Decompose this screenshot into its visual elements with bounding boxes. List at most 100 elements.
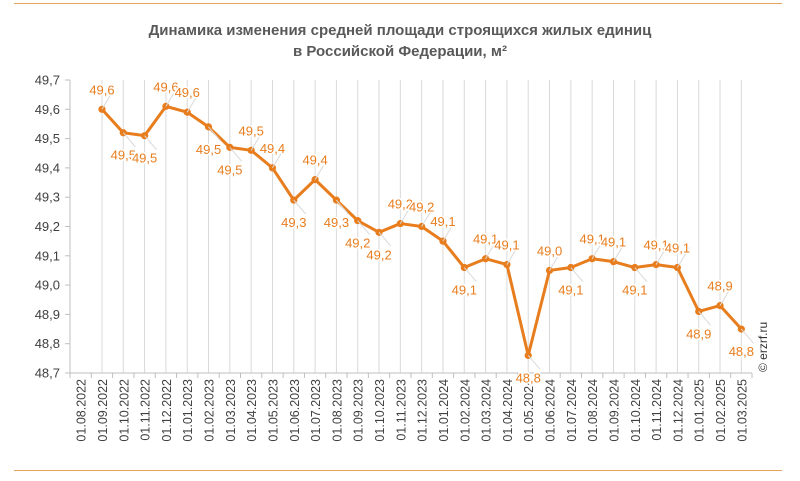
- data-label: 49,1: [452, 283, 477, 298]
- y-tick-label: 48,8: [35, 336, 60, 351]
- data-label: 49,1: [494, 238, 519, 253]
- data-label-leader: [229, 147, 243, 162]
- data-label: 49,2: [366, 247, 391, 262]
- x-tick-label: 01.03.2024: [480, 379, 494, 442]
- data-label-leader: [506, 244, 520, 265]
- data-label: 49,4: [302, 153, 327, 168]
- x-tick-label: 01.09.2024: [607, 379, 621, 442]
- x-tick-label: 01.03.2025: [735, 379, 749, 442]
- data-label: 49,1: [580, 232, 605, 247]
- data-label-leader: [122, 132, 136, 148]
- x-tick-label: 01.02.2025: [714, 379, 728, 442]
- data-label: 49,1: [601, 235, 626, 250]
- copyright-watermark: © erzrf.ru: [756, 321, 770, 372]
- data-label-leader: [272, 147, 285, 169]
- data-label-leader: [740, 328, 754, 344]
- x-tick-label: 01.12.2023: [416, 379, 430, 442]
- x-tick-label: 01.10.2024: [629, 379, 643, 442]
- data-label: 49,1: [665, 241, 690, 256]
- x-tick-label: 01.02.2023: [203, 379, 217, 442]
- x-tick-label: 01.12.2024: [671, 379, 685, 442]
- x-tick-label: 01.01.2025: [693, 379, 707, 442]
- data-label: 49,5: [111, 148, 136, 163]
- data-label: 49,0: [537, 243, 562, 258]
- data-label-leader: [549, 250, 562, 271]
- data-label: 48,8: [516, 370, 541, 385]
- data-label: 49,6: [175, 85, 200, 100]
- data-label: 49,1: [430, 214, 455, 229]
- data-label-leader: [570, 267, 584, 282]
- data-label: 49,1: [643, 238, 668, 253]
- data-label: 49,4: [260, 141, 285, 156]
- x-tick-label: 01.08.2023: [330, 379, 344, 442]
- data-label-leader: [591, 238, 605, 259]
- x-tick-label: 01.07.2024: [565, 379, 579, 442]
- data-label-leader: [613, 241, 626, 262]
- x-tick-label: 01.06.2023: [288, 379, 302, 442]
- data-label-leader: [719, 285, 733, 306]
- x-tick-label: 01.09.2023: [352, 379, 366, 442]
- y-tick-label: 49,4: [35, 160, 60, 175]
- data-label-leader: [250, 130, 264, 151]
- data-label-leader: [293, 199, 307, 215]
- x-tick-label: 01.11.2024: [650, 379, 664, 441]
- x-tick-label: 01.09.2022: [96, 379, 110, 442]
- data-label: 49,1: [558, 283, 583, 298]
- x-tick-label: 01.05.2024: [522, 379, 536, 442]
- y-tick-label: 49,0: [35, 278, 60, 293]
- data-label: 49,6: [153, 79, 178, 94]
- data-label-leader: [442, 220, 456, 242]
- data-label: 48,9: [707, 279, 732, 294]
- data-label: 49,5: [217, 162, 242, 177]
- data-label-leader: [527, 355, 541, 370]
- frame-top-line: [14, 3, 782, 4]
- chart-title-line-2: в Российской Федерации, м²: [293, 43, 507, 60]
- x-tick-label: 01.10.2022: [117, 379, 131, 442]
- data-label: 49,5: [196, 142, 221, 157]
- data-label-leader: [421, 206, 435, 227]
- x-tick-label: 01.10.2023: [373, 379, 387, 442]
- x-tick-label: 01.08.2024: [586, 379, 600, 442]
- x-tick-label: 01.01.2024: [437, 379, 451, 442]
- y-tick-label: 49,3: [35, 190, 60, 205]
- data-label-leader: [208, 126, 221, 142]
- y-tick-label: 49,1: [35, 248, 60, 263]
- data-label-leader: [165, 86, 179, 107]
- data-label-leader: [485, 238, 499, 259]
- chart-title: Динамика изменения средней площади строя…: [0, 20, 800, 62]
- data-label-leader: [336, 199, 349, 215]
- x-tick-label: 01.02.2024: [458, 379, 472, 442]
- x-tick-label: 01.03.2023: [224, 379, 238, 442]
- frame-bottom-line: [14, 470, 782, 471]
- data-label: 49,2: [345, 236, 370, 251]
- x-tick-label: 01.12.2022: [160, 379, 174, 442]
- chart-title-line-1: Динамика изменения средней площади строя…: [148, 22, 652, 39]
- data-label: 48,8: [729, 344, 754, 359]
- data-label-leader: [101, 89, 115, 110]
- y-tick-label: 49,2: [35, 219, 60, 234]
- data-label: 49,2: [409, 200, 434, 215]
- data-label-leader: [463, 267, 477, 282]
- data-label: 49,6: [89, 82, 114, 97]
- x-tick-label: 01.04.2023: [245, 379, 259, 442]
- x-tick-label: 01.04.2024: [501, 379, 515, 442]
- x-tick-label: 01.05.2023: [266, 379, 280, 442]
- x-tick-label: 01.07.2023: [309, 379, 323, 442]
- x-tick-label: 01.11.2023: [394, 379, 408, 441]
- data-label: 49,3: [281, 215, 306, 230]
- x-tick-label: 01.08.2022: [75, 379, 89, 442]
- data-label: 49,2: [388, 197, 413, 212]
- data-label: 49,5: [132, 151, 157, 166]
- y-tick-label: 48,9: [35, 307, 60, 322]
- data-label-leader: [357, 220, 371, 235]
- data-label-leader: [186, 91, 200, 113]
- data-label-leader: [634, 267, 648, 282]
- data-label-leader: [676, 247, 690, 268]
- y-tick-label: 49,7: [35, 73, 60, 88]
- data-label: 49,1: [622, 283, 647, 298]
- x-tick-label: 01.01.2023: [181, 379, 195, 442]
- data-label-leader: [698, 311, 712, 326]
- y-tick-label: 49,6: [35, 102, 60, 117]
- data-label-leader: [399, 203, 413, 224]
